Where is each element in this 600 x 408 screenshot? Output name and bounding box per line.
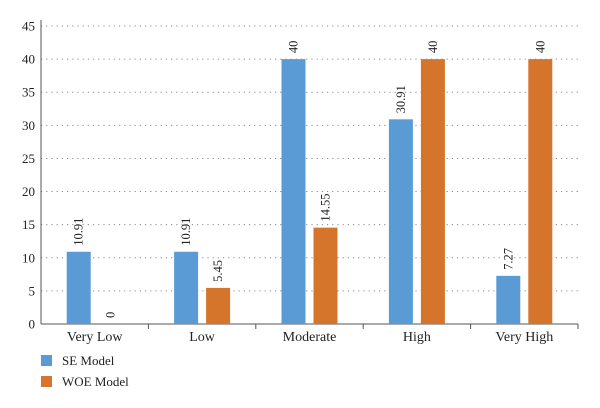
legend-label-0: SE Model (62, 353, 115, 368)
data-label: 40 (426, 41, 440, 54)
y-tick-label: 30 (22, 118, 35, 133)
y-tick-label: 40 (22, 52, 35, 67)
bar-woe-2 (313, 227, 338, 324)
bars (66, 59, 553, 324)
y-tick-label: 20 (22, 184, 35, 199)
bar-se-2 (281, 59, 306, 324)
data-label: 30.91 (394, 85, 408, 113)
x-category-label: High (403, 330, 431, 345)
data-label: 0 (104, 312, 118, 318)
y-tick-label: 5 (29, 283, 36, 298)
y-tick-label: 0 (29, 317, 36, 332)
bar-woe-4 (528, 59, 553, 324)
bar-se-4 (496, 275, 521, 324)
data-label: 40 (287, 41, 301, 54)
gridlines (41, 25, 578, 292)
bar-se-0 (66, 251, 91, 324)
data-labels: 10.91 0 10.91 5.45 40 14.55 30.91 40 7.27 40 (72, 41, 548, 318)
data-label: 10.91 (179, 218, 193, 246)
data-label: 10.91 (72, 218, 86, 246)
x-category-label: Very Low (67, 330, 123, 345)
legend-swatch-1 (41, 376, 52, 387)
data-label: 5.45 (211, 260, 225, 282)
bar-woe-1 (206, 287, 231, 324)
legend-swatch-0 (41, 355, 52, 366)
y-tick-label: 35 (22, 85, 35, 100)
y-tick-label: 45 (22, 19, 35, 34)
data-label: 7.27 (501, 248, 515, 270)
legend: SE Model WOE Model (41, 353, 129, 389)
y-tick-label: 15 (22, 217, 35, 232)
y-tick-label: 25 (22, 151, 35, 166)
bar-woe-3 (420, 59, 445, 324)
x-category-label: Very High (495, 330, 553, 345)
y-tick-label: 10 (22, 250, 35, 265)
axes: 0 5 10 15 20 25 30 35 40 45 Very Low Low Moderate Hig… (22, 19, 579, 345)
bar-se-3 (388, 119, 413, 324)
bar-se-1 (174, 251, 199, 324)
data-label: 14.55 (319, 194, 333, 222)
legend-label-1: WOE Model (62, 374, 129, 389)
data-label: 40 (533, 41, 547, 54)
x-category-label: Moderate (283, 330, 337, 345)
x-category-label: Low (189, 330, 216, 345)
